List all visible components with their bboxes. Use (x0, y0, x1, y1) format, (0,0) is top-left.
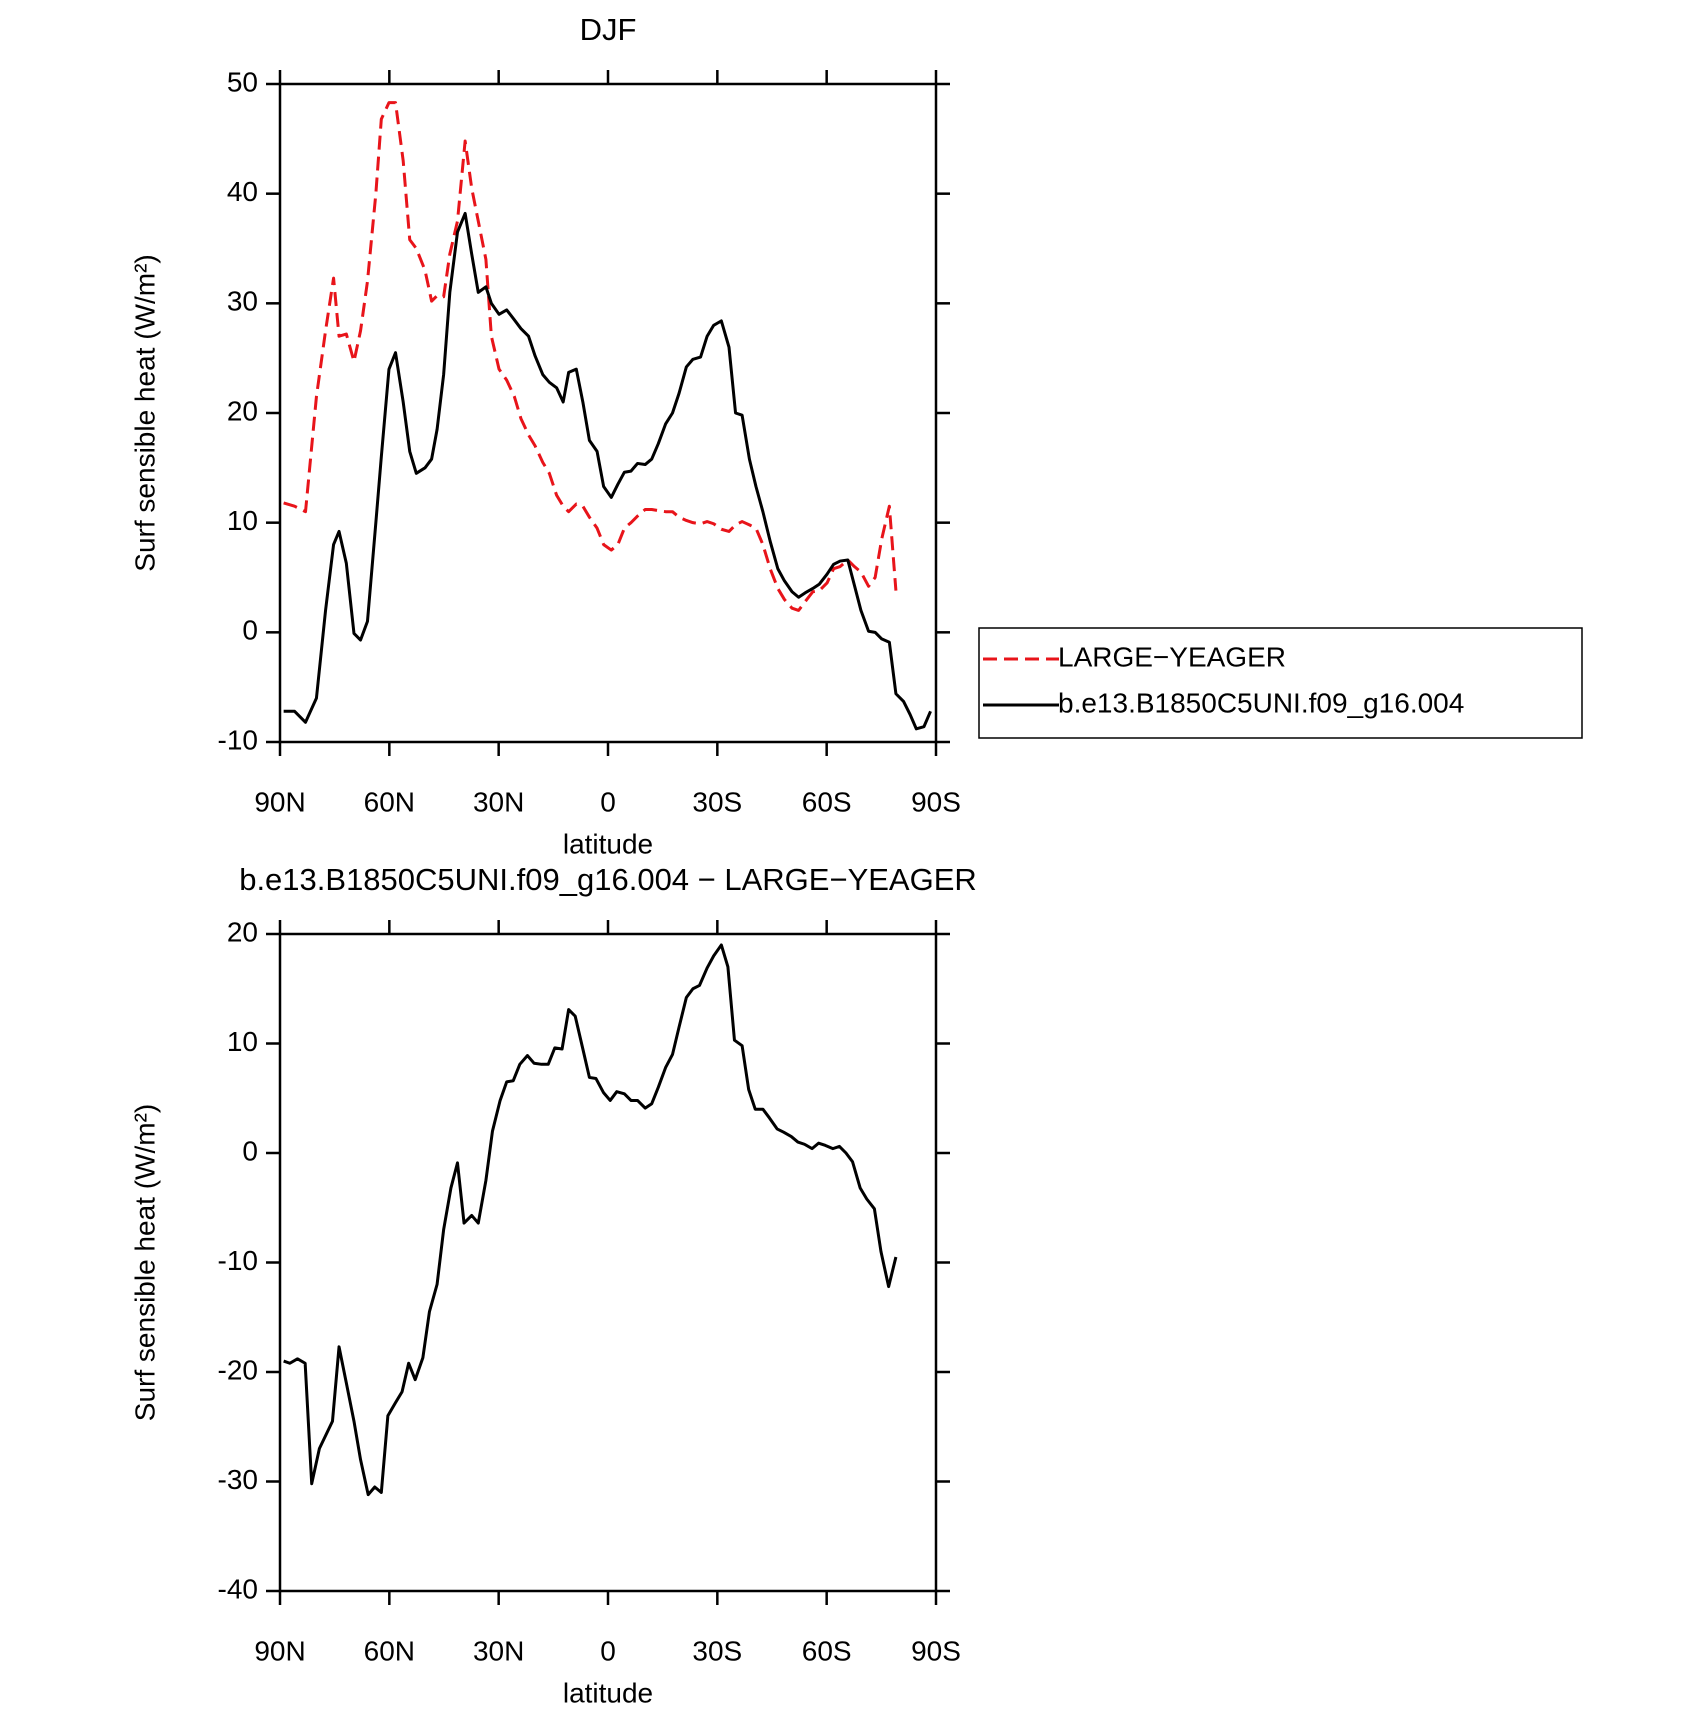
y-tick-label: -10 (218, 724, 258, 755)
y-tick-label: 0 (242, 615, 258, 646)
y-tick-label: 20 (227, 916, 258, 947)
x-tick-label: 30S (692, 1635, 742, 1666)
x-tick-label: 0 (600, 1635, 616, 1666)
y-tick-label: 20 (227, 395, 258, 426)
x-tick-label: 90N (254, 786, 305, 817)
series-line (283, 211, 932, 731)
y-tick-label: 0 (242, 1135, 258, 1166)
legend-label: b.e13.B1850C5UNI.f09_g16.004 (1058, 687, 1464, 718)
x-tick-label: 60N (364, 786, 415, 817)
plot-frame (278, 82, 938, 744)
y-axis-label: Surf sensible heat (W/m²) (129, 254, 160, 571)
y-tick-label: 30 (227, 286, 258, 317)
x-tick-label: 60S (802, 786, 852, 817)
chart-title: DJF (580, 12, 637, 47)
x-tick-label: 60N (364, 1635, 415, 1666)
x-tick-label: 60S (802, 1635, 852, 1666)
y-tick-label: -30 (218, 1464, 258, 1495)
series-line (283, 101, 898, 612)
y-tick-label: 10 (227, 1026, 258, 1057)
series-line (283, 943, 898, 1497)
legend-box (978, 627, 1583, 739)
x-tick-label: 30N (473, 1635, 524, 1666)
y-tick-label: 40 (227, 176, 258, 207)
y-tick-label: 50 (227, 66, 258, 97)
y-tick-label: -20 (218, 1354, 258, 1385)
y-axis-label: Surf sensible heat (W/m²) (129, 1104, 160, 1421)
plot-frame (278, 932, 938, 1593)
legend-label: LARGE−YEAGER (1058, 641, 1286, 672)
y-tick-label: -40 (218, 1573, 258, 1604)
y-tick-label: 10 (227, 505, 258, 536)
x-tick-label: 0 (600, 786, 616, 817)
chart-title: b.e13.B1850C5UNI.f09_g16.004 − LARGE−YEA… (239, 862, 977, 897)
x-axis-label: latitude (563, 1677, 653, 1708)
x-tick-label: 30N (473, 786, 524, 817)
y-tick-label: -10 (218, 1245, 258, 1276)
x-tick-label: 90S (911, 786, 961, 817)
x-axis-label: latitude (563, 828, 653, 859)
x-tick-label: 90N (254, 1635, 305, 1666)
x-tick-label: 30S (692, 786, 742, 817)
x-tick-label: 90S (911, 1635, 961, 1666)
